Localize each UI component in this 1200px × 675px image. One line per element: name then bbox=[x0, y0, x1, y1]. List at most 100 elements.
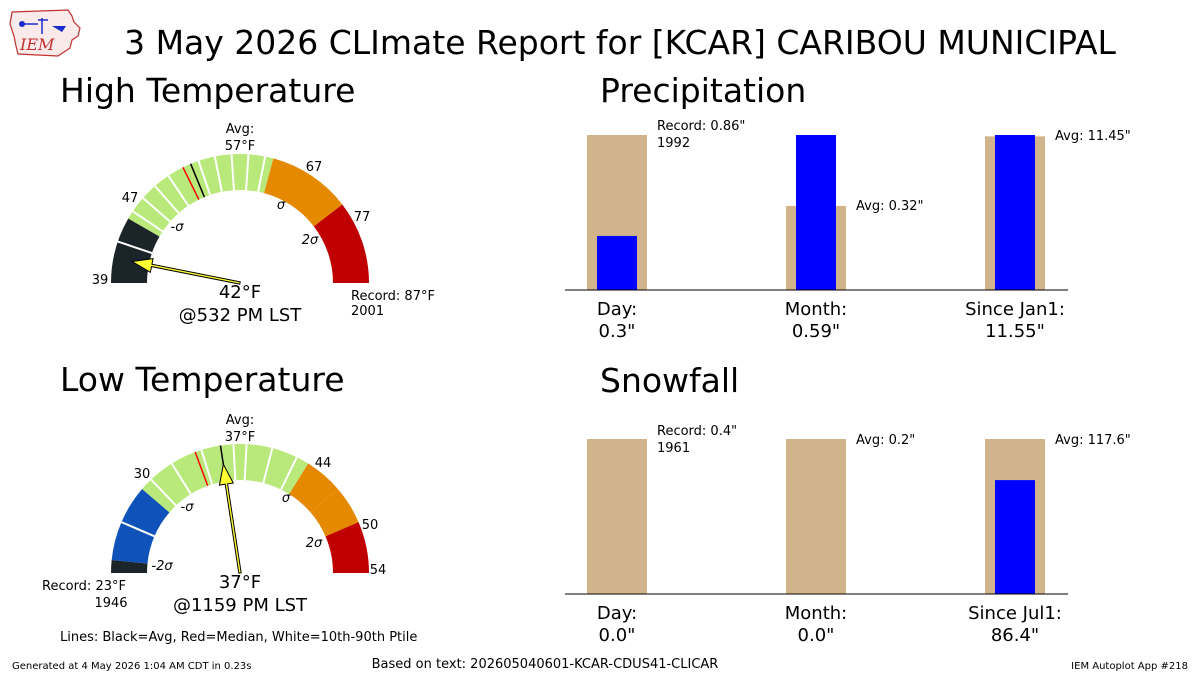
high-tick-label: 67 bbox=[306, 160, 323, 175]
high-avg-value: 57°F bbox=[225, 139, 256, 154]
percentile-line bbox=[117, 240, 153, 255]
high-tick-label: 47 bbox=[122, 191, 139, 206]
low-record-label: Record: 23°F bbox=[42, 579, 126, 594]
low-tick-label: 44 bbox=[315, 456, 332, 471]
percentile-line bbox=[154, 185, 180, 214]
average-line bbox=[189, 163, 206, 198]
percentile-line bbox=[257, 156, 267, 192]
high-temperature-panel: High Temperature Avg: 57°F 42°F @532 PM … bbox=[60, 71, 435, 326]
snow-month-value: 0.0" bbox=[798, 625, 835, 646]
percentile-line bbox=[262, 447, 274, 484]
generated-timestamp: Generated at 4 May 2026 1:04 AM CDT in 0… bbox=[12, 661, 252, 672]
observed-bar bbox=[995, 480, 1035, 594]
percentile-line bbox=[170, 462, 192, 495]
percentile-line bbox=[150, 478, 177, 507]
low-tick-label: 50 bbox=[362, 518, 379, 533]
precip-month-label: Month: bbox=[785, 299, 847, 320]
low-sigma-label: σ bbox=[282, 491, 291, 506]
percentile-line bbox=[197, 160, 212, 196]
observed-needle bbox=[130, 257, 241, 285]
wind-flag-icon bbox=[52, 26, 66, 32]
snow-season-label: Since Jul1: bbox=[968, 603, 1062, 624]
percentile-line bbox=[200, 449, 214, 485]
climo-bar bbox=[786, 439, 846, 594]
observed-bar bbox=[597, 235, 637, 290]
gauge-zone bbox=[111, 488, 170, 564]
gauge-zone bbox=[111, 559, 148, 573]
precipitation-bars bbox=[587, 135, 1045, 290]
high-tick-label: 77 bbox=[354, 210, 371, 225]
percentile-line bbox=[245, 154, 250, 191]
observed-bar bbox=[796, 135, 836, 290]
median-line bbox=[182, 166, 200, 200]
low-temperature-title: Low Temperature bbox=[60, 360, 345, 399]
percentile-line bbox=[142, 197, 171, 223]
snow-month-label: Month: bbox=[785, 603, 847, 624]
percentile-line bbox=[280, 456, 298, 490]
snow-month-avg-label: Avg: 0.2" bbox=[856, 433, 915, 448]
high-temperature-gauge bbox=[111, 153, 369, 285]
logo-text: IEM bbox=[19, 35, 55, 54]
lines-legend-note: Lines: Black=Avg, Red=Median, White=10th… bbox=[60, 630, 417, 645]
gauge-zone bbox=[264, 158, 343, 227]
low-record-year: 1946 bbox=[94, 596, 127, 611]
snow-season-avg-label: Avg: 117.6" bbox=[1055, 433, 1131, 448]
precip-day-value: 0.3" bbox=[599, 321, 636, 342]
high-record-year: 2001 bbox=[351, 304, 384, 319]
precip-year-avg-label: Avg: 11.45" bbox=[1055, 129, 1131, 144]
low-temperature-gauge bbox=[111, 444, 369, 574]
high-observed-value: 42°F bbox=[219, 282, 261, 303]
gauge-zone bbox=[310, 488, 359, 537]
percentile-line bbox=[232, 444, 237, 481]
percentile-line bbox=[167, 175, 190, 207]
high-sigma-label: σ bbox=[277, 198, 286, 213]
gauge-zone bbox=[313, 204, 369, 283]
snow-day-label: Day: bbox=[597, 603, 637, 624]
high-record-label: Record: 87°F bbox=[351, 289, 435, 304]
precip-day-label: Day: bbox=[597, 299, 637, 320]
snow-record-label: Record: 0.4" bbox=[657, 424, 737, 439]
iowa-outline-icon bbox=[9, 9, 81, 57]
low-tick-label: 30 bbox=[134, 467, 151, 482]
low-observed-time: @1159 PM LST bbox=[173, 595, 308, 616]
precip-record-year: 1992 bbox=[657, 136, 690, 151]
low-sigma-label: 2σ bbox=[306, 536, 323, 551]
low-sigma-label: -σ bbox=[181, 500, 195, 515]
low-avg-value: 37°F bbox=[225, 430, 256, 445]
precipitation-title: Precipitation bbox=[600, 71, 806, 110]
high-sigma-label: 2σ bbox=[302, 233, 319, 248]
low-temperature-panel: Low Temperature Avg: 37°F 37°F @1159 PM … bbox=[42, 360, 386, 616]
gauge-zone bbox=[325, 522, 369, 573]
high-sigma-label: -σ bbox=[171, 220, 185, 235]
low-tick-label: 54 bbox=[370, 563, 387, 578]
observed-needle bbox=[218, 462, 242, 574]
high-tick-label: 39 bbox=[92, 273, 109, 288]
iem-logo-graphic: IEM bbox=[9, 9, 81, 57]
percentile-line bbox=[213, 156, 223, 192]
snow-record-year: 1961 bbox=[657, 441, 690, 456]
low-observed-value: 37°F bbox=[219, 572, 261, 593]
high-avg-label: Avg: bbox=[226, 122, 254, 137]
percentile-line bbox=[230, 154, 235, 191]
snow-season-value: 86.4" bbox=[991, 625, 1039, 646]
gauge-zone bbox=[289, 463, 338, 513]
median-line bbox=[194, 451, 209, 487]
observed-bar bbox=[995, 135, 1035, 290]
page-title: 3 May 2026 CLImate Report for [KCAR] CAR… bbox=[124, 23, 1116, 62]
precipitation-panel: Precipitation Record: 0.86" 1992 Avg: 0.… bbox=[565, 71, 1131, 342]
snow-day-value: 0.0" bbox=[599, 625, 636, 646]
climo-bar bbox=[587, 439, 647, 594]
percentile-line bbox=[121, 521, 155, 538]
snowfall-bars bbox=[587, 439, 1045, 594]
percentile-line bbox=[243, 444, 248, 481]
iem-logo[interactable]: IEM bbox=[8, 6, 84, 60]
app-id-label: IEM Autoplot App #218 bbox=[1071, 661, 1188, 672]
low-avg-label: Avg: bbox=[226, 413, 254, 428]
precip-ytd-label: Since Jan1: bbox=[965, 299, 1065, 320]
precip-record-label: Record: 0.86" bbox=[657, 119, 745, 134]
precip-month-value: 0.59" bbox=[792, 321, 840, 342]
precip-month-avg-label: Avg: 0.32" bbox=[856, 199, 924, 214]
percentile-line bbox=[132, 210, 164, 233]
snowfall-panel: Snowfall Record: 0.4" 1961 Avg: 0.2" Avg… bbox=[565, 361, 1131, 646]
